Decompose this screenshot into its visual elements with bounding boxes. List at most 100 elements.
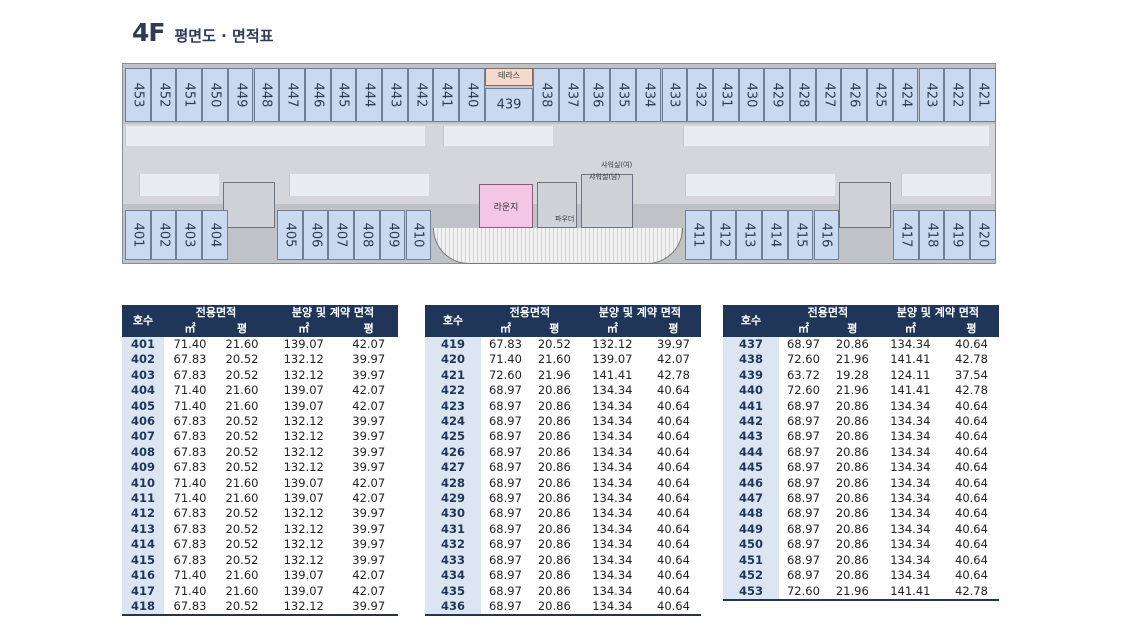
storage-strip	[901, 174, 991, 196]
table-row: 413 67.83 20.52 132.12 39.97	[122, 521, 398, 538]
contract-sqm: 134.34	[890, 552, 931, 567]
room-413[interactable]: 413	[736, 210, 763, 260]
exclusive-pyeong: 21.60	[225, 491, 259, 506]
unit-no: 443	[723, 429, 779, 445]
contract-pyeong: 37.54	[955, 367, 988, 382]
exclusive-pyeong: 20.86	[835, 552, 869, 567]
room-409[interactable]: 409	[379, 210, 406, 260]
room-407[interactable]: 407	[328, 210, 355, 260]
table-row: 453 72.60 21.96 141.41 42.78	[723, 583, 999, 601]
room-412[interactable]: 412	[710, 210, 737, 260]
room-422[interactable]: 422	[944, 68, 970, 122]
room-410[interactable]: 410	[405, 210, 432, 260]
exclusive-sqm: 68.97	[786, 398, 820, 413]
room-444[interactable]: 444	[356, 68, 382, 122]
room-439[interactable]: 439	[485, 88, 533, 122]
exclusive-sqm: 67.83	[173, 537, 207, 552]
room-441[interactable]: 441	[433, 68, 460, 122]
room-417[interactable]: 417	[893, 210, 919, 260]
table-row: 434 68.97 20.86 134.34 40.64	[425, 568, 701, 584]
exclusive-sqm: 68.97	[488, 537, 522, 552]
unit-no: 441	[723, 398, 779, 415]
room-453[interactable]: 453	[125, 68, 151, 122]
room-446[interactable]: 446	[304, 68, 331, 122]
contract-pyeong: 40.64	[657, 583, 690, 598]
unit-no: 447	[723, 491, 779, 507]
room-401[interactable]: 401	[125, 210, 151, 260]
room-403[interactable]: 403	[176, 210, 203, 260]
room-405[interactable]: 405	[277, 210, 303, 260]
unit-no: 448	[723, 506, 779, 522]
contract-pyeong: 40.64	[657, 444, 690, 459]
room-427[interactable]: 427	[815, 68, 842, 122]
room-419[interactable]: 419	[944, 210, 971, 260]
room-430[interactable]: 430	[738, 68, 765, 122]
unit-no: 419	[425, 337, 481, 353]
shower-core	[581, 174, 633, 228]
room-447[interactable]: 447	[279, 68, 305, 122]
table-row: 433 68.97 20.86 134.34 40.64	[425, 552, 701, 569]
room-408[interactable]: 408	[354, 210, 380, 260]
room-436[interactable]: 436	[584, 68, 611, 122]
table-row: 412 67.83 20.52 132.12 39.97	[122, 506, 398, 522]
table-row: 443 68.97 20.86 134.34 40.64	[723, 429, 999, 445]
room-406[interactable]: 406	[302, 210, 329, 260]
room-433[interactable]: 433	[661, 68, 688, 122]
room-402[interactable]: 402	[150, 210, 177, 260]
room-452[interactable]: 452	[150, 68, 177, 122]
room-442[interactable]: 442	[407, 68, 434, 122]
room-423[interactable]: 423	[918, 68, 945, 122]
exclusive-sqm: 68.97	[786, 506, 820, 521]
contract-sqm: 134.34	[592, 491, 633, 506]
exclusive-pyeong: 20.52	[216, 598, 268, 617]
exclusive-sqm: 72.60	[488, 367, 522, 382]
room-438[interactable]: 438	[533, 68, 559, 122]
room-411[interactable]: 411	[685, 210, 711, 260]
exclusive-sqm: 68.97	[488, 429, 522, 444]
exclusive-sqm: 67.83	[173, 460, 207, 475]
contract-sqm: 139.07	[592, 352, 633, 367]
room-421[interactable]: 421	[969, 68, 996, 122]
room-428[interactable]: 428	[790, 68, 816, 122]
room-435[interactable]: 435	[610, 68, 636, 122]
room-424[interactable]: 424	[892, 68, 919, 122]
contract-pyeong: 40.64	[657, 414, 690, 429]
unit-no: 450	[723, 537, 779, 553]
room-450[interactable]: 450	[202, 68, 228, 122]
room-432[interactable]: 432	[687, 68, 713, 122]
room-443[interactable]: 443	[382, 68, 408, 122]
room-451[interactable]: 451	[176, 68, 203, 122]
unit-no: 449	[723, 521, 779, 538]
room-420[interactable]: 420	[970, 210, 996, 260]
exclusive-sqm: 68.97	[786, 491, 820, 506]
contract-pyeong: 39.97	[352, 552, 386, 567]
room-414[interactable]: 414	[762, 210, 788, 260]
col-sqm: ㎡	[876, 321, 944, 337]
table-row: 415 67.83 20.52 132.12 39.97	[122, 552, 398, 569]
contract-pyeong: 39.97	[352, 352, 386, 367]
contract-sqm: 134.34	[592, 444, 633, 459]
room-434[interactable]: 434	[635, 68, 662, 122]
exclusive-sqm: 68.97	[488, 414, 522, 429]
room-429[interactable]: 429	[764, 68, 790, 122]
room-445[interactable]: 445	[330, 68, 357, 122]
room-449[interactable]: 449	[227, 68, 254, 122]
col-exclusive: 전용면적	[481, 305, 579, 321]
room-426[interactable]: 426	[841, 68, 868, 122]
room-425[interactable]: 425	[867, 68, 893, 122]
room-431[interactable]: 431	[712, 68, 739, 122]
contract-pyeong: 40.64	[657, 398, 690, 413]
room-418[interactable]: 418	[918, 210, 945, 260]
table-row: 430 68.97 20.86 134.34 40.64	[425, 506, 701, 522]
room-415[interactable]: 415	[787, 210, 814, 260]
room-404[interactable]: 404	[202, 210, 228, 260]
room-416[interactable]: 416	[813, 210, 840, 260]
room-437[interactable]: 437	[558, 68, 585, 122]
room-448[interactable]: 448	[253, 68, 280, 122]
exclusive-pyeong: 20.86	[835, 429, 869, 444]
exclusive-sqm: 68.97	[488, 460, 522, 475]
room-440[interactable]: 440	[459, 68, 485, 122]
exclusive-sqm: 68.97	[786, 337, 820, 351]
table-row: 417 71.40 21.60 139.07 42.07	[122, 583, 398, 599]
storage-strip	[443, 126, 553, 146]
